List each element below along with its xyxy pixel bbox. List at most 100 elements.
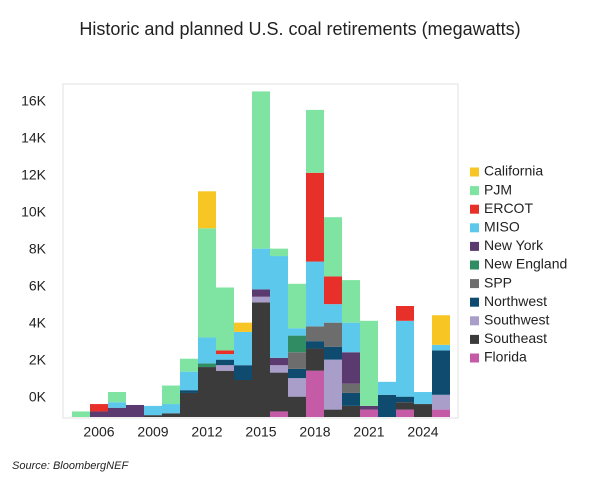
bar-segment [288, 335, 306, 353]
y-tick-label: 8K [29, 241, 47, 257]
bar-segment [162, 404, 180, 414]
bar-segment [324, 359, 342, 410]
legend-label: New York [484, 237, 544, 253]
legend-label: California [484, 163, 543, 179]
plot-frame [62, 83, 459, 419]
bar-segment [252, 302, 270, 417]
legend-swatch [470, 167, 479, 177]
legend-swatch [470, 223, 479, 233]
y-tick-label: 4K [29, 315, 47, 331]
bar-segment [126, 404, 144, 417]
bar-segment [108, 407, 126, 417]
bar-segment [288, 378, 306, 397]
bar-segment [342, 280, 360, 323]
bar-segment [306, 326, 324, 342]
bar-segment [360, 405, 378, 410]
bar-segment [180, 390, 198, 393]
y-tick-label: 16K [21, 93, 47, 109]
legend-swatch [470, 353, 479, 363]
bar-segment [234, 322, 252, 332]
bar-segment [270, 248, 288, 257]
bar-segment [180, 371, 198, 391]
x-tick-label: 2015 [245, 424, 276, 440]
y-tick-label: 2K [29, 352, 47, 368]
bar-segment [180, 358, 198, 372]
bar-segment [324, 409, 342, 417]
bar-segment [360, 320, 378, 406]
bar-segment [396, 306, 414, 321]
bar-segment [162, 385, 180, 405]
bar-segment [324, 346, 342, 360]
source-note: Source: BloombergNEF [12, 460, 129, 472]
bar-segment [306, 341, 324, 349]
x-tick-label: 2021 [353, 424, 384, 440]
bar-segment [234, 331, 252, 366]
bar-segment [432, 344, 450, 351]
bar-segment [90, 404, 108, 412]
bar-segment [252, 248, 270, 290]
bar-segment [270, 365, 288, 373]
legend-swatch [470, 260, 479, 270]
bar-segment [342, 352, 360, 384]
bar-segment [288, 328, 306, 336]
bar-segment [324, 217, 342, 277]
bar-segment [306, 261, 324, 327]
bar-segment [396, 320, 414, 397]
legend-label: Southeast [484, 330, 547, 346]
bar-segment [396, 402, 414, 410]
bar-segment [198, 363, 216, 368]
bar-segment [198, 337, 216, 364]
bar-segment [216, 350, 234, 355]
bar-segment [270, 372, 288, 412]
bar-segment [288, 352, 306, 369]
bar-segment [288, 368, 306, 379]
bar-segment [252, 289, 270, 297]
legend-swatch [470, 204, 479, 214]
bar-segment [396, 396, 414, 403]
bar-segment [342, 392, 360, 406]
legend-swatch [470, 279, 479, 289]
bar-segment [90, 411, 108, 417]
bar-segment [432, 394, 450, 410]
bar-segment [234, 380, 252, 417]
bar-segment [216, 359, 234, 366]
bar-segment [216, 287, 234, 351]
bar-segment [270, 357, 288, 366]
legend-swatch [470, 241, 479, 251]
chart-title: Historic and planned U.S. coal retiremen… [79, 19, 520, 39]
legend-label: SPP [484, 274, 512, 290]
legend-label: PJM [484, 181, 512, 197]
x-tick-label: 2018 [299, 424, 330, 440]
legend-swatch [470, 334, 479, 344]
bar-segment [288, 283, 306, 329]
bar-segment [414, 404, 432, 417]
bar-segment [234, 365, 252, 380]
legend-label: ERCOT [484, 200, 533, 216]
bar-segment [270, 411, 288, 417]
legend-swatch [470, 297, 479, 307]
legend-swatch [470, 316, 479, 326]
y-tick-label: 14K [21, 130, 47, 146]
legend-label: MISO [484, 219, 520, 235]
bar-segment [306, 370, 324, 417]
bar-segment [414, 392, 432, 405]
bar-segment [306, 172, 324, 262]
bar-segment [270, 256, 288, 358]
bar-segment [342, 322, 360, 353]
bar-segment [378, 381, 396, 395]
legend-label: Northwest [484, 293, 547, 309]
x-tick-label: 2024 [407, 424, 438, 440]
bar-segment [288, 396, 306, 417]
legend-label: Southwest [484, 312, 549, 328]
legend-swatch [470, 186, 479, 196]
y-tick-label: 6K [29, 278, 47, 294]
bar-segment [324, 322, 342, 347]
x-tick-label: 2009 [137, 424, 168, 440]
x-tick-label: 2006 [83, 424, 114, 440]
bar-segment [396, 409, 414, 417]
bar-segment [306, 109, 324, 173]
bar-segment [324, 276, 342, 305]
legend-label: New England [484, 256, 567, 272]
bar-segment [162, 413, 180, 417]
bar-segment [306, 348, 324, 371]
